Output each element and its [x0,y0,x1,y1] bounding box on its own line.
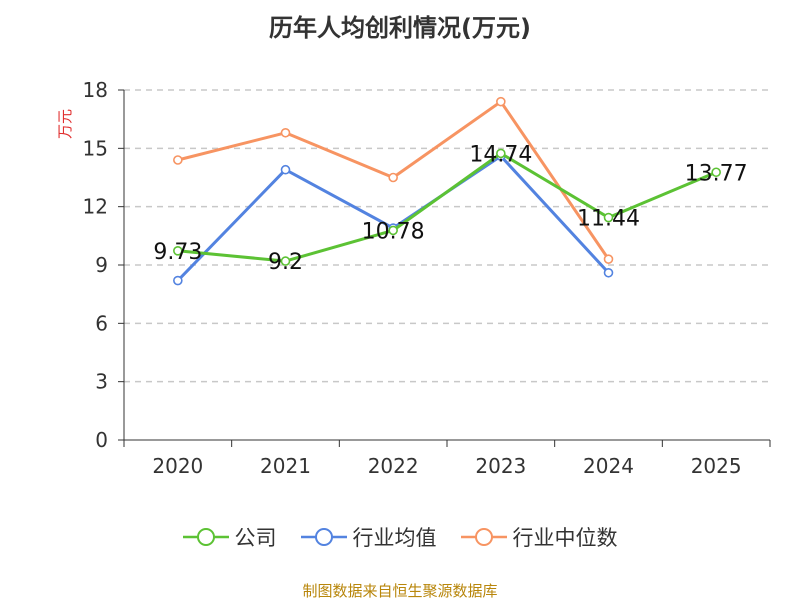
data-point [173,275,183,286]
legend-label: 行业均值 [352,526,437,550]
y-tick-label: 0 [95,428,108,452]
data-point [388,172,398,183]
series-lines [173,96,721,286]
data-point [173,246,183,256]
data-point [280,256,291,266]
data-point [280,164,291,175]
data-label: 10.78 [362,219,425,244]
x-tick-label: 2020 [152,454,203,478]
data-label: 9.2 [268,250,303,275]
chart-title: 历年人均创利情况(万元) [269,14,531,42]
data-point [603,267,614,278]
data-labels: 9.73 9.2 10.78 14.74 11.44 13.77 [153,142,747,275]
legend-line-icon [460,528,507,546]
data-point [280,127,291,138]
axes: 0 3 6 9 12 15 18 2020 2021 2022 2023 2024 2025 [83,78,771,478]
y-tick-label: 9 [95,253,108,277]
legend-label: 公司 [234,526,277,550]
legend-line-icon [300,528,347,546]
y-tick-label: 12 [83,195,108,219]
x-tick-label: 2021 [260,454,311,478]
x-tick-label: 2024 [583,454,634,478]
y-tick-label: 6 [95,311,108,335]
legend-item-industry-median[interactable]: 行业中位数 [460,522,618,552]
data-point [603,254,614,264]
y-axis-label: 万元 [56,109,74,139]
grid-lines [124,89,770,383]
legend-item-industry-mean[interactable]: 行业均值 [300,522,437,552]
legend-label: 行业中位数 [512,526,618,550]
y-tick-label: 15 [83,136,108,160]
data-label: 9.73 [153,240,202,265]
series-line [177,151,717,263]
data-label: 14.74 [469,142,532,167]
legend-line-icon [182,528,229,546]
data-label: 11.44 [577,207,640,232]
x-tick-label: 2025 [691,454,742,478]
legend: 公司 行业均值 行业中位数 [0,522,800,552]
x-tick-label: 2023 [475,454,526,478]
y-tick-label: 3 [95,370,108,394]
data-point [496,96,506,107]
source-note: 制图数据来自恒生聚源数据库 [302,582,498,600]
data-point [173,155,183,165]
x-tick-label: 2022 [368,454,419,478]
data-point [388,225,398,236]
data-point [711,167,721,178]
y-tick-label: 18 [83,78,108,102]
data-label: 13.77 [685,161,748,186]
data-point [496,148,506,159]
legend-item-company[interactable]: 公司 [182,522,277,552]
data-point [603,212,614,223]
